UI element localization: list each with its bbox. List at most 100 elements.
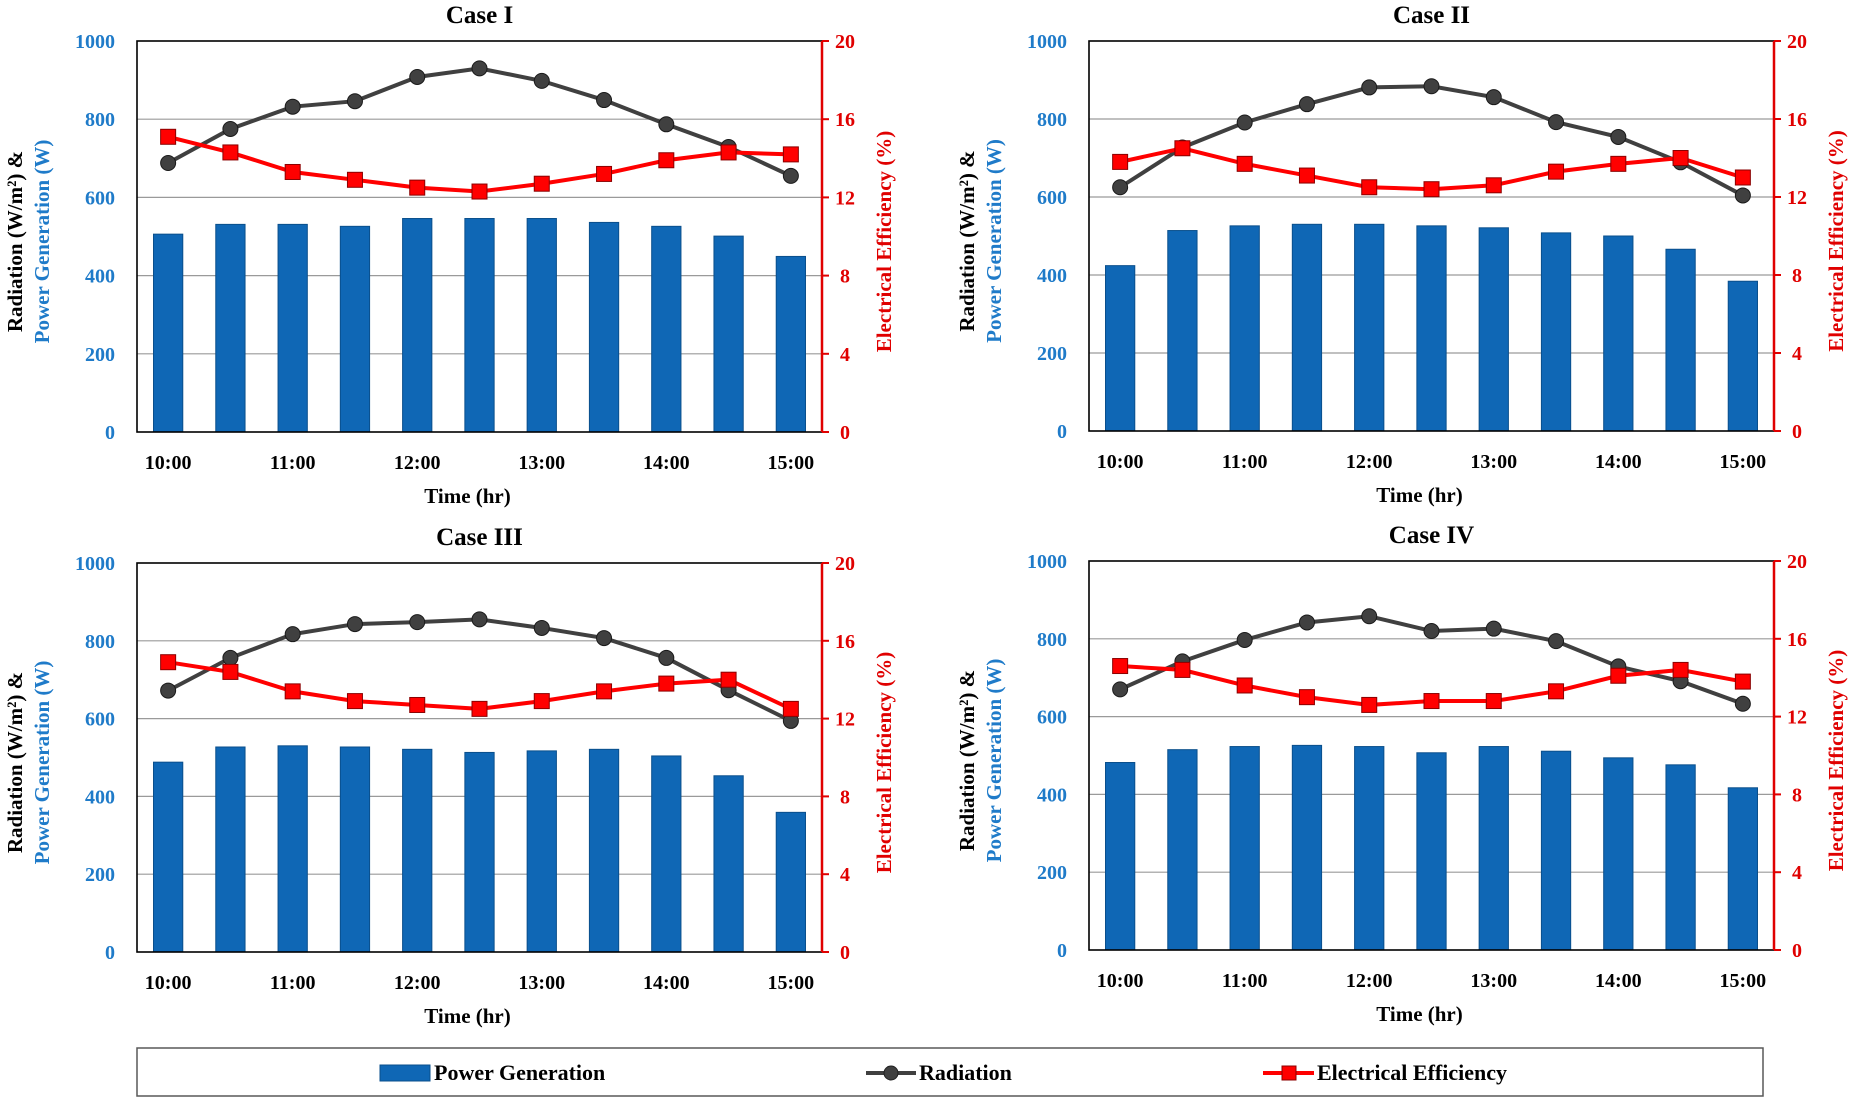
bar-power-generation [713, 235, 744, 433]
y-axis-label-line1: Radiation (W/m²) & [955, 150, 979, 331]
bar-power-generation [713, 775, 744, 953]
bar-power-generation [1478, 227, 1509, 432]
bar-power-generation [1603, 757, 1634, 951]
y2-tick-label: 8 [1792, 265, 1802, 287]
radiation-line [167, 66, 792, 178]
y2-tick-label: 20 [835, 31, 855, 53]
y2-tick-label: 16 [1787, 109, 1807, 131]
efficiency-point [1174, 140, 1191, 157]
radiation-point [1236, 631, 1253, 648]
y2-tick-label: 8 [1792, 784, 1802, 806]
x-tick-label: 14:00 [1595, 451, 1642, 473]
bar-power-generation [1540, 750, 1572, 951]
y-axis-label-line1: Radiation (W/m²) & [955, 670, 979, 851]
efficiency-point [1236, 155, 1253, 172]
efficiency-point [1734, 673, 1751, 690]
efficiency-point [409, 179, 426, 196]
y2-axis-label: Electrical Efficiency (%) [872, 131, 896, 353]
bar-power-generation [526, 750, 557, 953]
radiation-point [1236, 114, 1253, 131]
x-tick-label: 11:00 [1222, 451, 1268, 473]
efficiency-point [596, 683, 613, 700]
bar-power-generation [588, 221, 620, 433]
bar-power-generation [1354, 223, 1385, 432]
radiation-point [658, 116, 675, 133]
efficiency-point [782, 146, 799, 163]
chart-panel-p2: Case II 0 200 400 600 800 1000 0 4 8 12 16 20 10:00 11… [955, 2, 1848, 507]
radiation-point [222, 649, 239, 666]
x-tick-label: 11:00 [270, 452, 316, 474]
radiation-point [1361, 79, 1378, 96]
efficiency-point [658, 675, 675, 692]
radiation-point [596, 630, 613, 647]
x-axis-label: Time (hr) [424, 484, 511, 508]
y-tick-label: 0 [105, 422, 115, 444]
y2-tick-label: 12 [1787, 707, 1807, 729]
y2-tick-label: 12 [835, 709, 855, 731]
efficiency-point [1610, 155, 1627, 172]
bar-power-generation [339, 746, 371, 953]
x-axis-label: Time (hr) [1376, 1002, 1463, 1026]
radiation-point [284, 626, 301, 643]
y2-tick-label: 0 [840, 942, 850, 964]
y2-tick-label: 8 [840, 266, 850, 288]
efficiency-point [222, 144, 239, 161]
efficiency-point [1672, 150, 1689, 166]
legend-label-power-generation: Power Generation [434, 1060, 605, 1085]
bar-power-generation [464, 218, 495, 433]
radiation-point [409, 68, 426, 85]
x-tick-label: 10:00 [1097, 970, 1144, 992]
radiation-point [1734, 187, 1751, 204]
y-axis-label-line1: Radiation (W/m²) & [3, 151, 27, 332]
bar-power-generation [651, 225, 682, 433]
bar-power-generation [1665, 248, 1696, 432]
y2-tick-label: 4 [1792, 343, 1802, 365]
legend-label-radiation: Radiation [919, 1060, 1012, 1085]
efficiency-point [1361, 696, 1378, 713]
bar-power-generation [153, 233, 184, 433]
efficiency-point [409, 696, 426, 713]
radiation-point [471, 611, 488, 628]
efficiency-point [658, 152, 675, 169]
radiation-point [160, 154, 177, 171]
efficiency-point [222, 663, 239, 680]
bar-power-generation [775, 811, 806, 953]
y2-axis-label: Electrical Efficiency (%) [1824, 650, 1848, 872]
bar-power-generation [1603, 235, 1634, 432]
y-tick-label: 800 [85, 631, 115, 653]
bar-power-generation [277, 745, 308, 953]
y2-tick-label: 0 [1792, 421, 1802, 443]
y-tick-label: 1000 [75, 553, 115, 575]
radiation-point [160, 682, 177, 699]
y-axis-label-line2: Power Generation (W) [30, 140, 54, 344]
x-tick-label: 14:00 [1595, 970, 1642, 992]
efficiency-point [596, 165, 613, 182]
bar-power-generation [215, 746, 246, 953]
x-tick-label: 12:00 [394, 972, 441, 994]
bar-power-generation [1291, 223, 1323, 432]
radiation-point [1485, 620, 1502, 637]
radiation-point [1298, 614, 1315, 631]
bar-power-generation [526, 218, 557, 433]
radiation-point [284, 98, 301, 115]
x-tick-label: 11:00 [270, 972, 316, 994]
bar-power-generation [1105, 762, 1136, 951]
radiation-line [1119, 84, 1744, 198]
efficiency-point [1548, 163, 1565, 180]
efficiency-point [284, 683, 301, 700]
bar-power-generation [1478, 746, 1509, 951]
y-tick-label: 0 [1057, 421, 1067, 443]
bar-power-generation [1167, 230, 1198, 432]
radiation-point [1298, 96, 1315, 113]
y2-axis-label: Electrical Efficiency (%) [1824, 130, 1848, 352]
chart-title: Case III [436, 524, 523, 551]
radiation-point [1548, 114, 1565, 131]
y-axis-label-line2: Power Generation (W) [982, 139, 1006, 343]
x-tick-label: 10:00 [145, 972, 192, 994]
radiation-point [346, 93, 363, 110]
y2-tick-label: 4 [840, 864, 850, 886]
y-tick-label: 600 [85, 187, 115, 209]
y2-axis-label: Electrical Efficiency (%) [872, 652, 896, 874]
efficiency-point [1548, 683, 1565, 700]
y-tick-label: 400 [85, 786, 115, 808]
